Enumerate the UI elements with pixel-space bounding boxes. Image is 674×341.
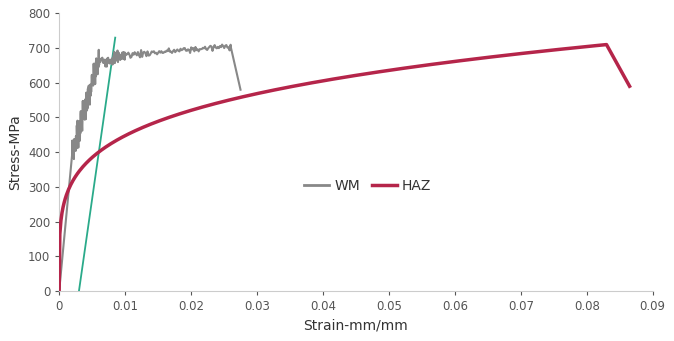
Legend: WM, HAZ: WM, HAZ [299, 173, 437, 198]
X-axis label: Strain-mm/mm: Strain-mm/mm [303, 319, 408, 333]
Y-axis label: Stress-MPa: Stress-MPa [8, 114, 22, 190]
